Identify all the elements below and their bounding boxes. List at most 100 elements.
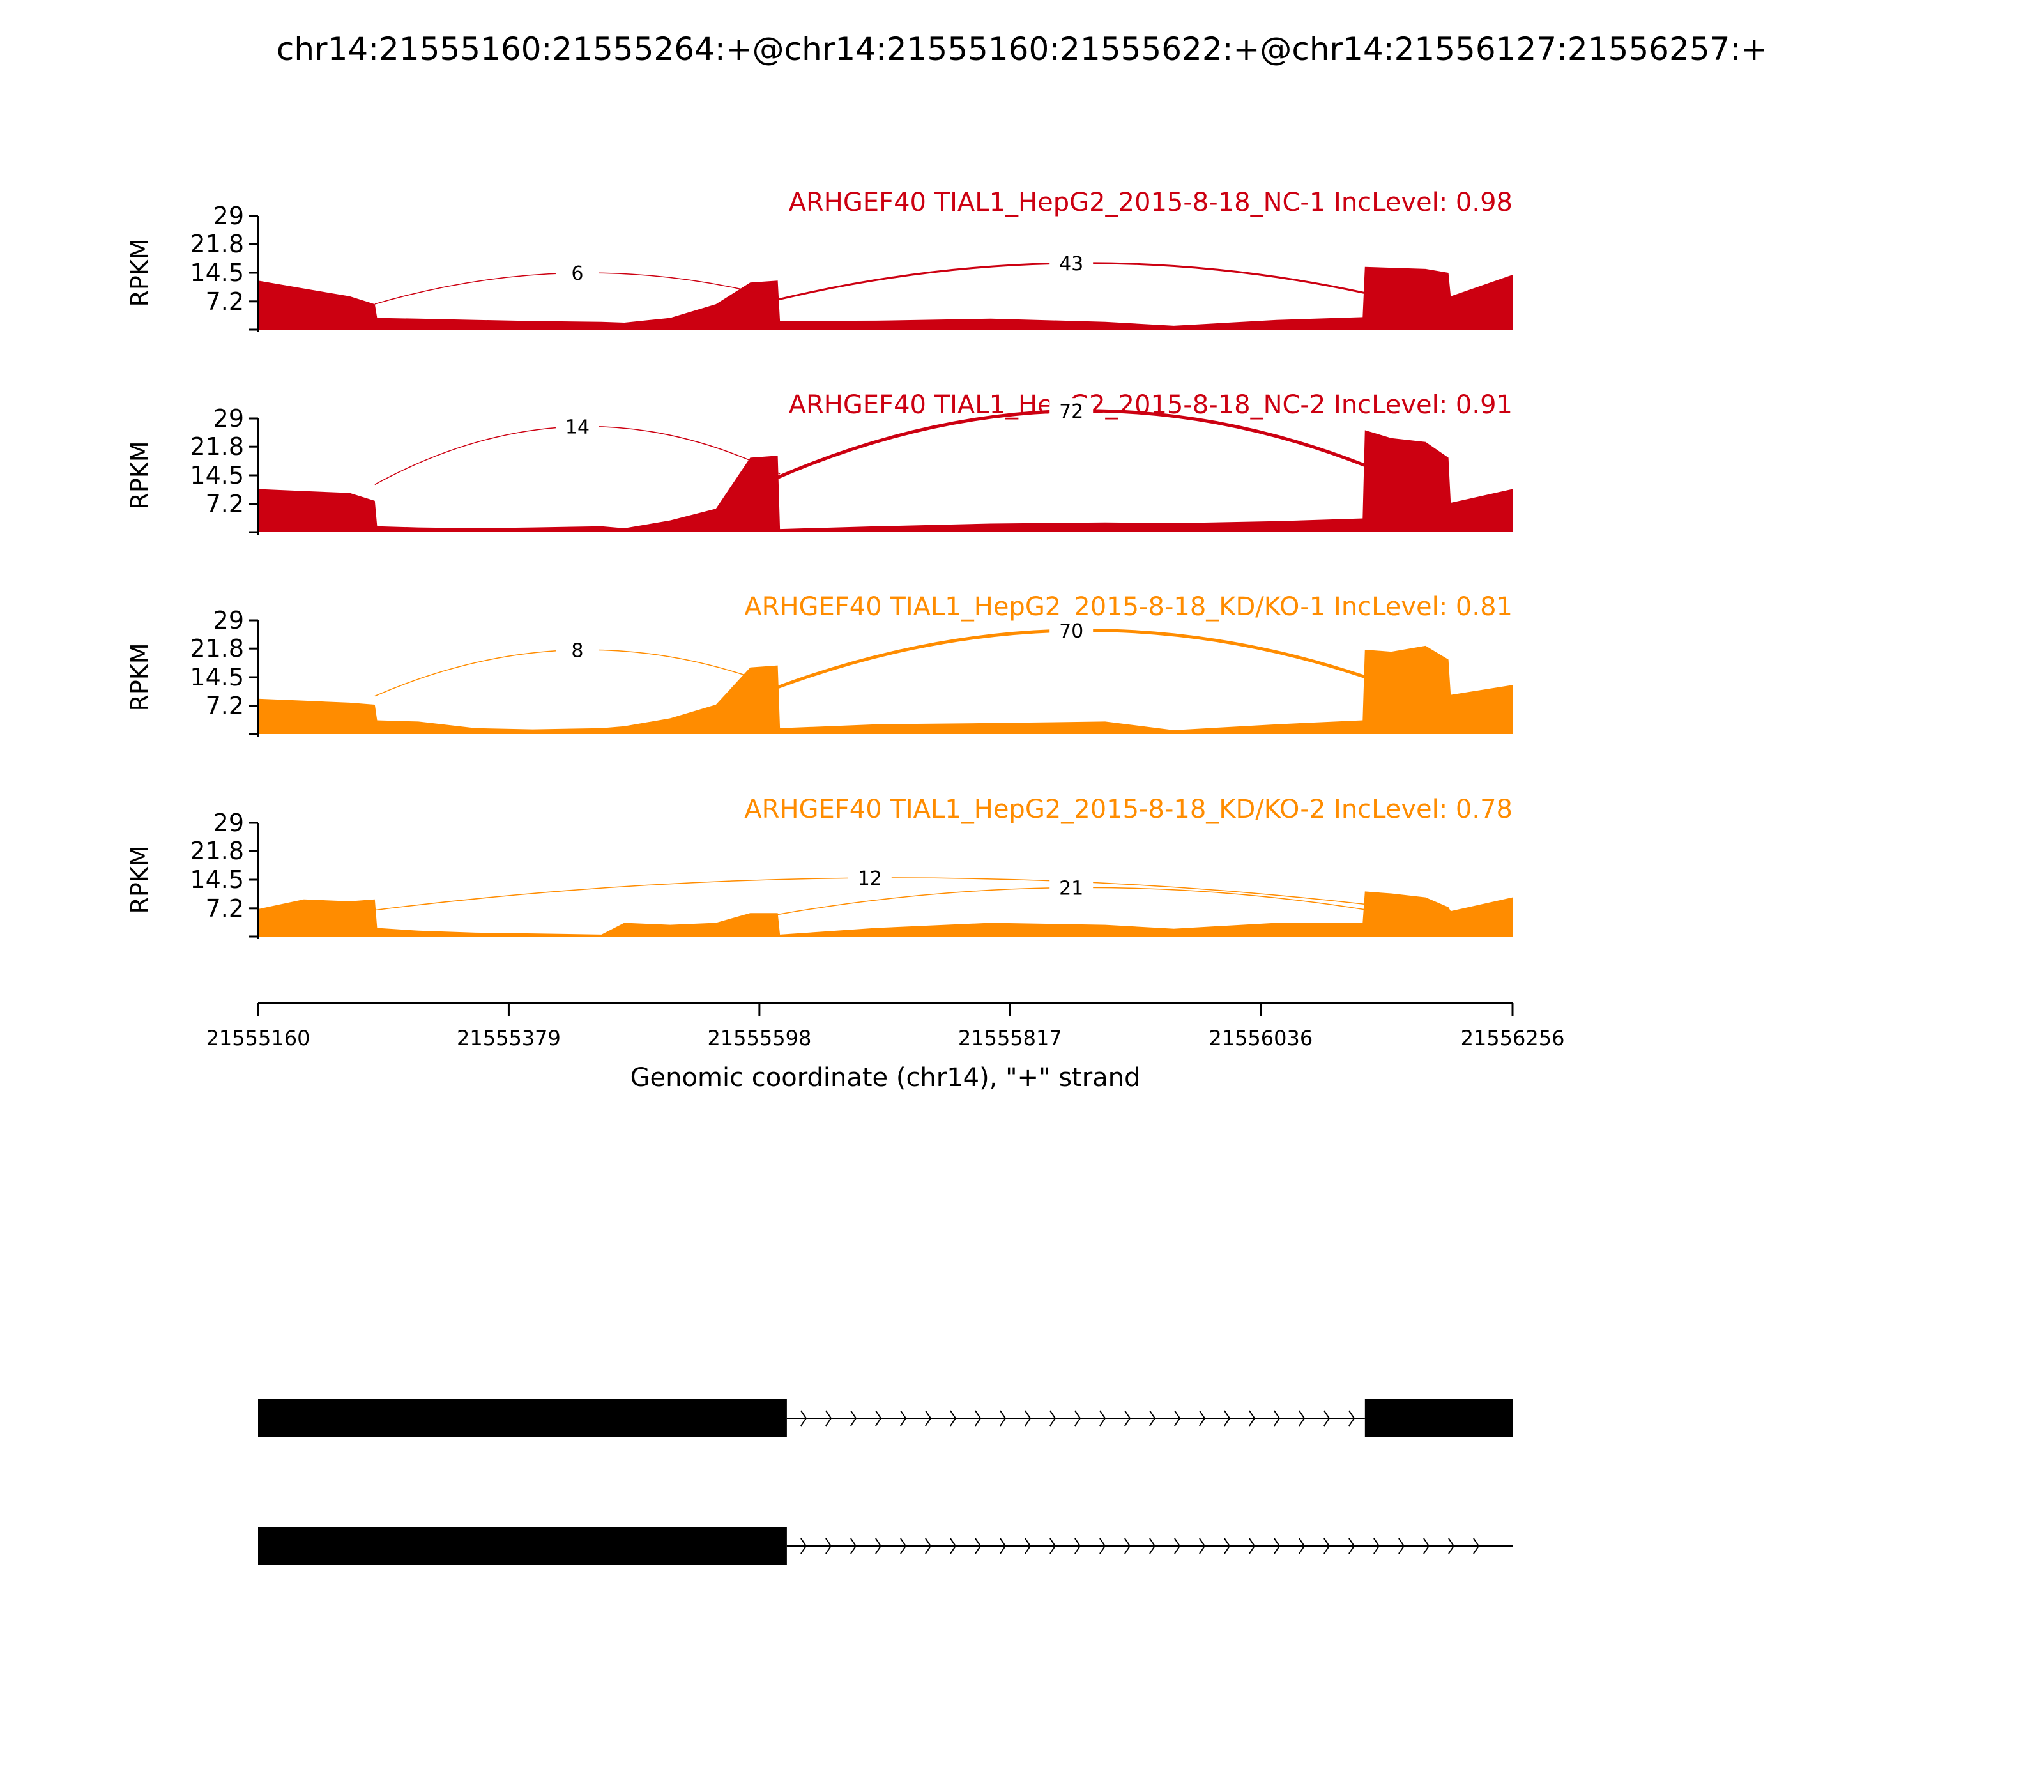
y-tick-label: 29	[213, 202, 244, 230]
strand-arrow	[1249, 1538, 1256, 1554]
y-tick-label: 29	[213, 404, 244, 433]
coverage-area	[258, 891, 1513, 937]
strand-arrow	[875, 1538, 882, 1554]
strand-arrow	[1000, 1410, 1007, 1427]
y-tick-label: 7.2	[206, 490, 244, 518]
strand-arrow	[975, 1538, 982, 1554]
y-tick-label: 14.5	[190, 866, 244, 894]
y-tick-label: 21.8	[190, 837, 244, 865]
junction-label-box	[1049, 398, 1094, 424]
x-tick-label: 21555817	[958, 1026, 1062, 1050]
panel-title: ARHGEF40 TIAL1_HepG2_2015-8-18_KD/KO-1 I…	[744, 592, 1513, 622]
strand-arrow	[1199, 1538, 1206, 1554]
strand-arrow	[1249, 1410, 1256, 1427]
junction-label-box	[1049, 250, 1094, 276]
junction-count-label: 70	[1059, 620, 1083, 643]
strand-arrow	[1274, 1538, 1281, 1554]
y-axis-label: RPKM	[126, 643, 154, 711]
strand-arrow	[925, 1538, 932, 1554]
strand-arrow	[950, 1538, 957, 1554]
strand-arrow	[1099, 1410, 1106, 1427]
y-tick-label: 29	[213, 809, 244, 837]
strand-arrow	[1025, 1538, 1032, 1554]
strand-arrow	[1149, 1410, 1156, 1427]
strand-arrow	[1348, 1410, 1355, 1427]
strand-arrow	[925, 1410, 932, 1427]
y-tick-label: 14.5	[190, 259, 244, 287]
strand-arrow	[1423, 1538, 1430, 1554]
y-tick-label: 21.8	[190, 230, 244, 258]
strand-arrow	[1348, 1538, 1355, 1554]
y-tick-label: 29	[213, 606, 244, 634]
y-tick-label: 21.8	[190, 634, 244, 662]
y-tick-label: 7.2	[206, 894, 244, 923]
strand-arrow	[1174, 1538, 1181, 1554]
strand-arrow	[1174, 1410, 1181, 1427]
strand-arrow	[1124, 1538, 1131, 1554]
junction-label-box	[555, 260, 599, 286]
y-axis-label: RPKM	[126, 238, 154, 307]
strand-arrow	[1224, 1538, 1231, 1554]
isoform-1	[258, 1399, 1513, 1437]
strand-arrow	[1199, 1410, 1206, 1427]
x-tick-label: 21555379	[457, 1026, 561, 1050]
strand-arrow	[1473, 1538, 1480, 1554]
junction-count-label: 14	[565, 417, 590, 439]
isoform-track	[258, 1399, 1513, 1565]
strand-arrow	[900, 1410, 907, 1427]
y-axis-label: RPKM	[126, 441, 154, 509]
strand-arrow	[850, 1410, 857, 1427]
strand-arrow	[800, 1410, 807, 1427]
junction-label-box	[555, 413, 599, 440]
junction-count-label: 6	[571, 263, 583, 285]
exon-block	[1364, 1399, 1513, 1437]
junction-label-box	[1049, 617, 1094, 643]
strand-arrow	[1049, 1538, 1056, 1554]
strand-arrow	[1299, 1538, 1306, 1554]
strand-arrow	[1274, 1410, 1281, 1427]
strand-arrow	[1000, 1538, 1007, 1554]
strand-arrow	[825, 1538, 832, 1554]
junction-label-box	[848, 865, 892, 891]
coverage-panel-3: 7.214.521.829 RPKM ARHGEF40 TIAL1_HepG2_20…	[126, 592, 1513, 737]
coverage-area	[258, 645, 1513, 734]
junction-label-box	[555, 637, 599, 663]
junction-count-label: 72	[1059, 401, 1083, 423]
x-axis-ticks: 21555160 21555379 21555598 21555817 21556036…	[206, 1003, 1565, 1050]
x-axis: 21555160 21555379 21555598 21555817 21556036…	[206, 1002, 1565, 1092]
junction-count-label: 12	[858, 868, 882, 890]
coverage-panel-1: 7.214.521.829 RPKM ARHGEF40 TIAL1_HepG2_20…	[126, 188, 1513, 332]
y-tick-label: 7.2	[206, 287, 244, 316]
coverage-area	[258, 430, 1513, 532]
strand-arrow	[825, 1410, 832, 1427]
strand-arrow	[800, 1538, 807, 1554]
y-tick-label: 7.2	[206, 692, 244, 720]
coverage-area	[258, 266, 1513, 330]
y-tick-label: 14.5	[190, 663, 244, 691]
x-tick-label: 21556036	[1209, 1026, 1313, 1050]
exon-block	[258, 1527, 787, 1565]
y-axis-label: RPKM	[126, 845, 154, 914]
strand-arrow	[1448, 1538, 1455, 1554]
x-tick-label: 21555598	[707, 1026, 811, 1050]
strand-arrow	[1373, 1538, 1380, 1554]
panel-title: ARHGEF40 TIAL1_HepG2_2015-8-18_KD/KO-2 I…	[744, 795, 1513, 824]
y-tick-label: 21.8	[190, 433, 244, 461]
strand-arrow	[1099, 1538, 1106, 1554]
strand-arrow	[1025, 1410, 1032, 1427]
x-axis-label: Genomic coordinate (chr14), "+" strand	[630, 1063, 1141, 1092]
junction-count-label: 8	[571, 639, 583, 662]
strand-arrow	[875, 1410, 882, 1427]
strand-arrow	[1224, 1410, 1231, 1427]
strand-arrow	[1074, 1538, 1081, 1554]
strand-arrow	[850, 1538, 857, 1554]
junction-label-box	[1049, 875, 1094, 901]
x-tick-label: 21555160	[206, 1026, 310, 1050]
junction-count-label: 21	[1059, 877, 1083, 900]
x-tick-label: 21556256	[1461, 1026, 1565, 1050]
strand-arrow	[950, 1410, 957, 1427]
strand-arrow	[1323, 1410, 1331, 1427]
